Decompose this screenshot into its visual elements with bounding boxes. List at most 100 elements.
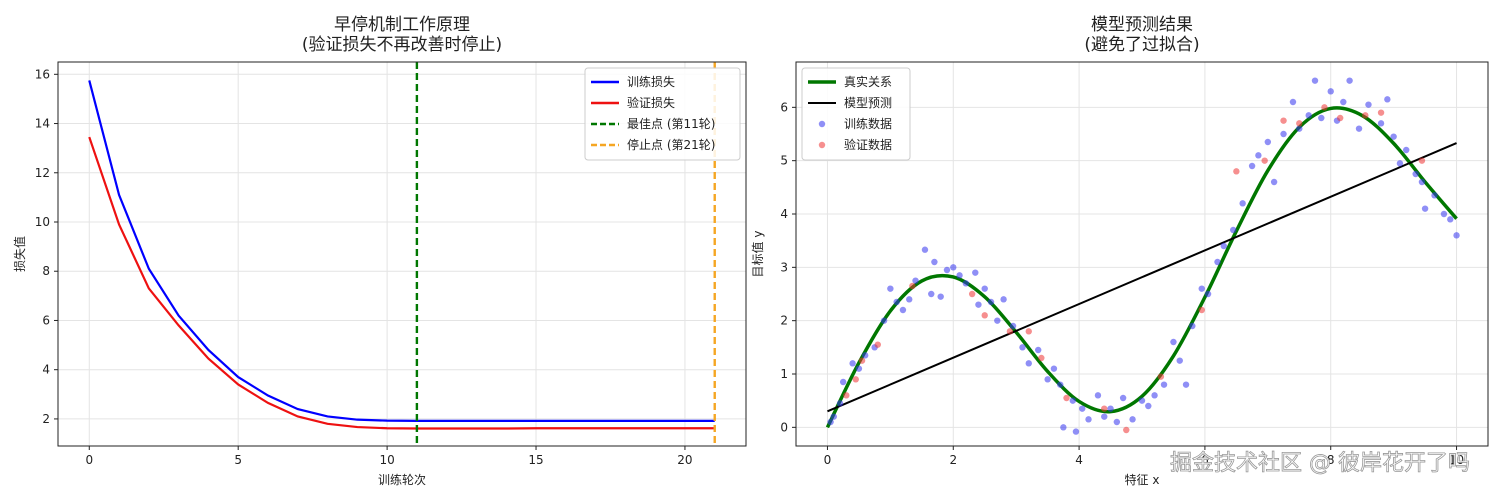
- point: [1176, 357, 1183, 364]
- point: [1280, 117, 1287, 124]
- x-tick-label: 0: [85, 453, 93, 467]
- line: [88, 80, 715, 422]
- point: [1377, 120, 1385, 127]
- point: [950, 264, 957, 271]
- y-axis-label: 损失值: [12, 236, 27, 272]
- y-axis-label: 目标值 y: [750, 231, 765, 278]
- point: [836, 400, 844, 407]
- point: [1365, 101, 1372, 108]
- y-tick-label: 14: [35, 117, 50, 131]
- x-tick-label: 15: [528, 453, 543, 467]
- point: [906, 296, 913, 303]
- point: [1204, 290, 1212, 298]
- point: [849, 360, 856, 367]
- point: [1327, 88, 1334, 95]
- point: [899, 306, 907, 314]
- point: [1151, 392, 1158, 399]
- point: [839, 378, 847, 386]
- point: [1305, 112, 1312, 119]
- x-tick-label: 0: [824, 453, 832, 467]
- point: [1214, 258, 1221, 266]
- point: [1336, 114, 1344, 122]
- point: [994, 317, 1001, 324]
- point: [1101, 413, 1108, 420]
- legend-frame: [801, 67, 911, 161]
- point: [1069, 397, 1077, 404]
- point: [862, 352, 869, 359]
- y-tick-label: 0: [780, 420, 788, 434]
- point: [830, 413, 837, 420]
- point: [852, 376, 859, 383]
- point: [943, 266, 951, 274]
- watermark: 掘金技术社区 @ 彼岸花开了吗: [1170, 451, 1470, 476]
- point: [972, 269, 979, 276]
- y-tick-label: 2: [42, 412, 50, 426]
- point: [968, 290, 976, 298]
- point: [1138, 397, 1146, 404]
- legend-label: 验证数据: [844, 137, 892, 152]
- subplot: 早停机制工作原理(验证损失不再改善时停止) 训练轮次 损失值 0 5 10 15 20 2 4 6 8…: [12, 15, 747, 487]
- point: [1418, 178, 1426, 186]
- point: [1248, 162, 1256, 170]
- point: [1230, 226, 1237, 234]
- point: [1421, 205, 1429, 212]
- point: [1362, 112, 1369, 119]
- x-tick-label: 4: [1075, 453, 1083, 467]
- subplot: 模型预测结果(避免了过拟合) 特征 x 目标值 y 0 2 4 6 8 10 0 1 2 3 4 5 6 真实关…: [750, 15, 1489, 487]
- point: [928, 290, 935, 298]
- x-tick-label: 20: [677, 453, 692, 467]
- chart-title: 早停机制工作原理(验证损失不再改善时停止): [302, 15, 502, 55]
- y-tick-label: 3: [780, 260, 788, 274]
- point: [1182, 381, 1190, 388]
- point: [912, 277, 919, 284]
- y-tick-label: 16: [35, 67, 50, 81]
- x-tick-label: 8: [1327, 453, 1335, 467]
- point: [1377, 109, 1385, 116]
- point: [975, 301, 982, 308]
- point: [1340, 98, 1347, 106]
- point: [1346, 77, 1353, 84]
- y-tick-label: 12: [35, 166, 50, 180]
- y-tick-label: 6: [780, 100, 788, 114]
- point: [1145, 402, 1152, 410]
- point: [1189, 322, 1196, 330]
- point: [981, 312, 988, 319]
- point: [1129, 416, 1136, 423]
- point: [962, 280, 970, 287]
- point: [1094, 392, 1102, 399]
- x-tick-label: 10: [379, 453, 394, 467]
- y-tick-label: 10: [35, 215, 50, 229]
- point: [1233, 168, 1240, 175]
- point: [858, 357, 866, 364]
- point: [1113, 418, 1121, 426]
- point: [1050, 365, 1058, 372]
- point: [1160, 381, 1168, 388]
- point: [1044, 376, 1051, 383]
- point: [987, 298, 995, 306]
- line: [827, 142, 1457, 413]
- x-tick-label: 5: [234, 453, 242, 467]
- point: [1396, 160, 1404, 167]
- point: [1006, 328, 1014, 335]
- point: [1390, 133, 1397, 140]
- point: [1384, 96, 1391, 103]
- point: [827, 418, 834, 426]
- point: [1453, 232, 1460, 239]
- y-tick-label: 6: [42, 313, 50, 327]
- point: [1019, 344, 1026, 351]
- plot-frame: [795, 61, 1489, 447]
- point: [1431, 192, 1438, 199]
- legend-label: 真实关系: [844, 74, 892, 89]
- chart-title: 模型预测结果(避免了过拟合): [1084, 15, 1199, 55]
- x-tick-label: 10: [1449, 453, 1464, 467]
- legend-label: 验证损失: [627, 95, 675, 110]
- point: [1321, 104, 1328, 111]
- point: [1255, 152, 1262, 159]
- legend-label: 模型预测: [844, 96, 892, 110]
- point: [1107, 405, 1114, 412]
- x-axis-label: 特征 x: [1125, 472, 1160, 487]
- point: [1412, 170, 1419, 178]
- line: [825, 106, 1458, 429]
- y-tick-label: 2: [780, 314, 788, 328]
